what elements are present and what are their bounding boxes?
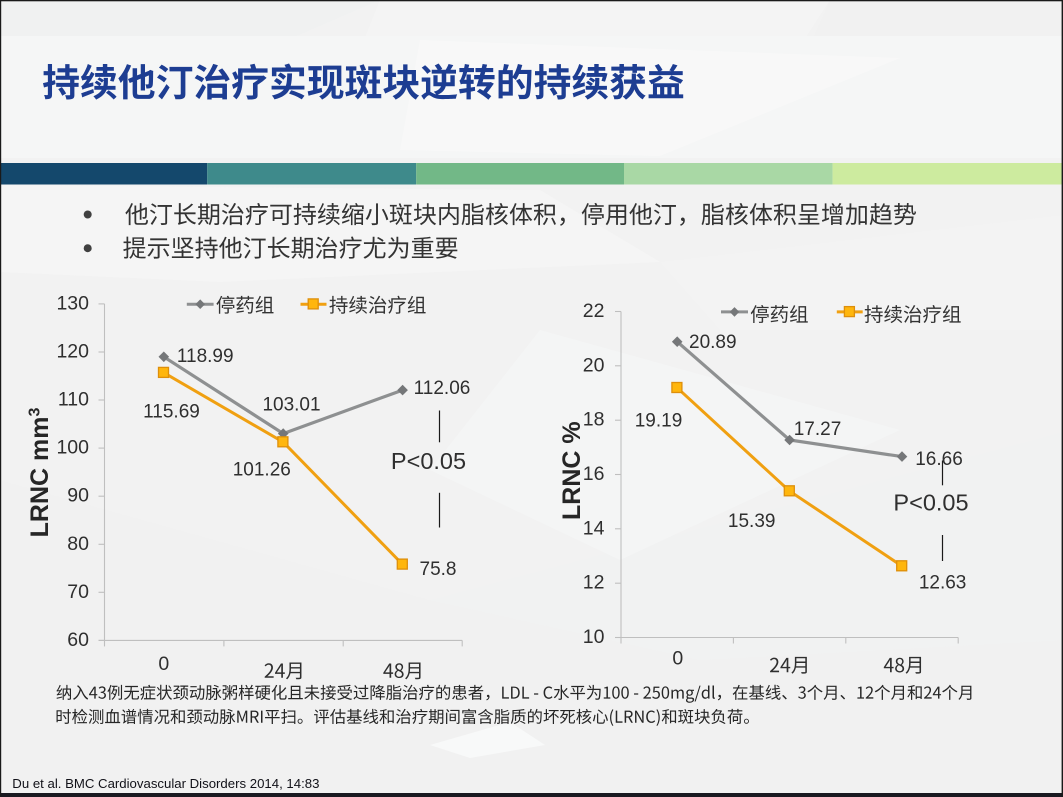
svg-text:130: 130 <box>56 292 89 314</box>
svg-text:20.89: 20.89 <box>689 332 737 353</box>
svg-text:60: 60 <box>67 629 89 651</box>
svg-text:0: 0 <box>672 647 683 669</box>
svg-text:17.27: 17.27 <box>794 419 842 440</box>
svg-text:16.66: 16.66 <box>915 449 963 470</box>
svg-text:0: 0 <box>158 653 169 675</box>
svg-text:10: 10 <box>583 626 605 648</box>
svg-text:120: 120 <box>56 341 89 363</box>
svg-text:100: 100 <box>56 437 89 459</box>
svg-text:110: 110 <box>58 389 89 411</box>
svg-text:P<0.05: P<0.05 <box>893 489 968 515</box>
svg-text:70: 70 <box>67 581 89 603</box>
svg-text:115.69: 115.69 <box>143 402 200 423</box>
svg-text:103.01: 103.01 <box>262 394 320 415</box>
svg-text:P<0.05: P<0.05 <box>391 448 466 474</box>
svg-text:LRNC mm3: LRNC mm3 <box>26 408 54 538</box>
svg-text:75.8: 75.8 <box>420 559 457 580</box>
svg-text:Du et al. BMC Cardiovascular D: Du et al. BMC Cardiovascular Disorders 2… <box>12 776 319 791</box>
svg-text:12: 12 <box>583 572 605 594</box>
svg-text:112.06: 112.06 <box>414 378 471 399</box>
svg-text:16: 16 <box>583 463 605 485</box>
svg-text:19.19: 19.19 <box>635 411 683 432</box>
svg-text:90: 90 <box>67 485 89 507</box>
svg-text:101.26: 101.26 <box>233 460 291 481</box>
svg-text:20: 20 <box>583 354 605 376</box>
svg-text:14: 14 <box>583 517 605 539</box>
svg-text:80: 80 <box>67 533 89 555</box>
svg-text:LRNC %: LRNC % <box>558 421 586 520</box>
svg-text:118.99: 118.99 <box>177 346 234 367</box>
svg-text:18: 18 <box>583 409 605 431</box>
svg-text:12.63: 12.63 <box>919 573 967 594</box>
svg-text:22: 22 <box>583 300 605 322</box>
svg-text:15.39: 15.39 <box>728 511 776 532</box>
